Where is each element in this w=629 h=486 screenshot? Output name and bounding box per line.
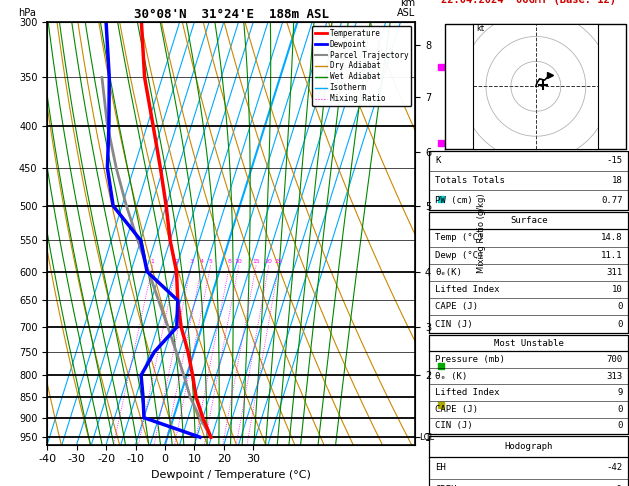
Text: 4: 4 — [200, 259, 204, 264]
Text: 700: 700 — [606, 355, 623, 364]
Text: Totals Totals: Totals Totals — [435, 176, 505, 185]
Text: 8: 8 — [228, 259, 231, 264]
Text: 18: 18 — [611, 176, 623, 185]
Text: CIN (J): CIN (J) — [435, 319, 473, 329]
Text: 15: 15 — [252, 259, 260, 264]
Text: 25: 25 — [275, 259, 283, 264]
Text: Mixing Ratio (g/kg): Mixing Ratio (g/kg) — [477, 193, 486, 273]
Text: PW (cm): PW (cm) — [435, 196, 473, 205]
X-axis label: Dewpoint / Temperature (°C): Dewpoint / Temperature (°C) — [151, 470, 311, 480]
Text: 10: 10 — [235, 259, 243, 264]
Text: 1: 1 — [151, 259, 155, 264]
Text: Surface: Surface — [510, 216, 548, 225]
Text: 22.04.2024  06GMT (Base: 12): 22.04.2024 06GMT (Base: 12) — [442, 0, 616, 5]
Text: 311: 311 — [606, 268, 623, 277]
Text: 11.1: 11.1 — [601, 251, 623, 260]
Text: Most Unstable: Most Unstable — [494, 339, 564, 347]
Title: 30°08'N  31°24'E  188m ASL: 30°08'N 31°24'E 188m ASL — [134, 8, 329, 21]
Text: θₑ (K): θₑ (K) — [435, 372, 467, 381]
Text: SREH: SREH — [435, 485, 457, 486]
Text: EH: EH — [435, 464, 446, 472]
Legend: Temperature, Dewpoint, Parcel Trajectory, Dry Adiabat, Wet Adiabat, Isotherm, Mi: Temperature, Dewpoint, Parcel Trajectory… — [312, 26, 411, 106]
Text: 0.77: 0.77 — [601, 196, 623, 205]
Text: kt: kt — [476, 24, 484, 34]
Text: 313: 313 — [606, 372, 623, 381]
Text: 5: 5 — [209, 259, 213, 264]
Text: -15: -15 — [606, 156, 623, 165]
Text: Hodograph: Hodograph — [504, 442, 553, 451]
Text: 10: 10 — [611, 285, 623, 294]
Text: -42: -42 — [606, 464, 623, 472]
Text: 0: 0 — [617, 319, 623, 329]
Text: CAPE (J): CAPE (J) — [435, 302, 479, 312]
Text: LCL: LCL — [419, 433, 434, 442]
Text: 3: 3 — [189, 259, 193, 264]
Text: CAPE (J): CAPE (J) — [435, 405, 479, 414]
Text: km
ASL: km ASL — [397, 0, 415, 17]
Text: Dewp (°C): Dewp (°C) — [435, 251, 484, 260]
Text: 20: 20 — [265, 259, 273, 264]
Text: Pressure (mb): Pressure (mb) — [435, 355, 505, 364]
Text: θₑ(K): θₑ(K) — [435, 268, 462, 277]
Text: 14.8: 14.8 — [601, 233, 623, 243]
Text: 2: 2 — [174, 259, 179, 264]
Text: CIN (J): CIN (J) — [435, 421, 473, 430]
Text: 0: 0 — [617, 421, 623, 430]
Text: 0: 0 — [617, 302, 623, 312]
Text: Lifted Index: Lifted Index — [435, 388, 500, 397]
Text: 9: 9 — [617, 388, 623, 397]
Text: Lifted Index: Lifted Index — [435, 285, 500, 294]
Text: 0: 0 — [617, 405, 623, 414]
Text: K: K — [435, 156, 441, 165]
Text: -0: -0 — [611, 485, 623, 486]
Text: Temp (°C): Temp (°C) — [435, 233, 484, 243]
Text: hPa: hPa — [18, 8, 36, 17]
